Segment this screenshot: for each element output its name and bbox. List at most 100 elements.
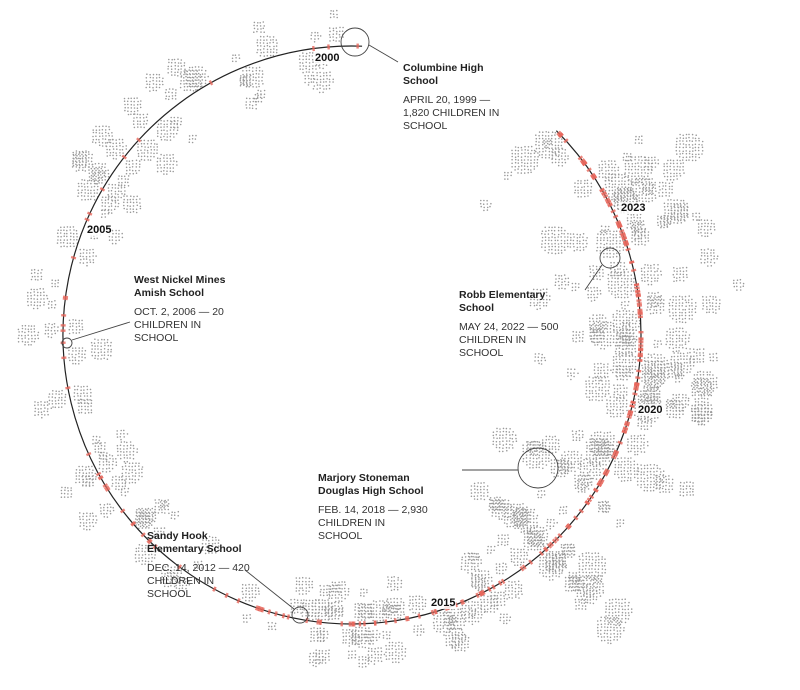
dot-cluster: [134, 507, 157, 530]
red-mark: [619, 231, 626, 236]
red-mark: [598, 479, 604, 485]
dot-cluster: [369, 600, 391, 622]
red-mark: [615, 220, 621, 225]
annotation: Sandy Hook Elementary School DEC. 14, 20…: [147, 530, 257, 601]
dot-cluster: [471, 570, 493, 592]
red-mark: [551, 538, 558, 544]
dot-cluster: [582, 583, 598, 599]
dot-cluster: [510, 547, 529, 567]
dot-cluster: [358, 603, 373, 619]
dot-cluster: [324, 601, 344, 620]
red-mark: [591, 174, 597, 180]
highlight-sandy-hook: [291, 606, 309, 624]
red-mark: [257, 606, 262, 612]
red-mark: [384, 619, 388, 625]
annotation: Marjory Stoneman Douglas High School FEB…: [318, 472, 428, 543]
dot-cluster: [159, 500, 168, 509]
dot-cluster: [342, 628, 361, 647]
dot-cluster: [643, 368, 665, 391]
red-mark: [589, 172, 596, 178]
dot-cluster: [73, 385, 92, 404]
red-mark: [632, 392, 638, 396]
dot-cluster: [385, 641, 407, 664]
dot-cluster: [541, 226, 569, 255]
dot-cluster: [256, 35, 278, 57]
dot-cluster: [88, 162, 110, 185]
red-mark: [599, 187, 605, 193]
dot-cluster: [253, 93, 263, 103]
dot-cluster: [504, 171, 513, 180]
dot-cluster: [560, 450, 583, 473]
dot-cluster: [360, 588, 368, 597]
highlight-nickel-mines: [61, 337, 73, 349]
dot-cluster: [640, 263, 663, 286]
dot-cluster: [347, 650, 357, 659]
connector: [244, 569, 295, 610]
dot-cluster: [642, 183, 654, 195]
red-mark: [274, 611, 278, 617]
dot-cluster: [408, 595, 427, 614]
red-mark: [563, 138, 569, 144]
red-mark: [86, 211, 93, 216]
dot-cluster: [732, 278, 745, 291]
dot-cluster: [354, 602, 373, 622]
dot-cluster: [568, 571, 581, 583]
dot-cluster: [607, 270, 636, 299]
school-name: Marjory Stoneman Douglas High School: [318, 472, 424, 497]
red-mark: [633, 283, 640, 287]
red-mark: [599, 477, 605, 483]
school-name: Sandy Hook Elementary School: [147, 530, 242, 555]
dot-cluster: [550, 458, 569, 478]
dot-cluster: [156, 119, 179, 141]
red-mark: [212, 586, 217, 592]
dot-cluster: [492, 427, 518, 453]
dot-cluster: [702, 295, 721, 314]
dot-cluster: [108, 229, 124, 245]
dot-cluster: [17, 324, 40, 346]
dot-cluster: [121, 462, 144, 484]
red-mark: [621, 430, 627, 435]
red-mark: [623, 240, 629, 245]
dot-cluster: [576, 479, 589, 491]
dot-cluster: [679, 481, 694, 497]
dot-cluster: [663, 159, 685, 181]
dot-cluster: [328, 581, 350, 603]
dot-cluster: [689, 348, 705, 363]
red-mark: [615, 221, 622, 226]
year-label: 2015: [430, 597, 457, 609]
dot-cluster: [231, 54, 241, 63]
dot-cluster: [328, 26, 344, 42]
dot-cluster: [68, 319, 84, 335]
dot-cluster: [599, 501, 611, 513]
red-mark: [546, 543, 553, 549]
timeline-arc: [62, 45, 642, 625]
connector: [368, 44, 399, 63]
red-mark: [634, 286, 640, 290]
dot-cluster: [450, 633, 470, 652]
dot-cluster: [170, 116, 183, 129]
dot-cluster: [461, 601, 486, 626]
dot-cluster: [98, 454, 118, 473]
dot-cluster: [107, 183, 126, 202]
dot-cluster: [659, 216, 672, 229]
red-mark: [588, 494, 595, 500]
dot-cluster: [365, 629, 381, 645]
red-mark: [558, 132, 564, 138]
dot-cluster: [443, 608, 466, 630]
dot-cluster: [164, 88, 177, 101]
red-mark: [286, 614, 291, 620]
year-label: 2020: [637, 404, 664, 416]
red-mark: [97, 475, 104, 480]
dot-cluster: [499, 613, 512, 625]
red-mark: [565, 523, 572, 529]
school-name: West Nickel Mines Amish School: [134, 274, 226, 299]
dot-cluster: [646, 296, 665, 315]
dot-cluster: [569, 576, 584, 592]
dot-cluster: [614, 334, 637, 357]
red-mark: [635, 290, 641, 294]
dot-cluster: [692, 212, 701, 221]
red-mark: [65, 386, 71, 390]
dot-cluster: [653, 339, 663, 349]
dot-cluster: [511, 507, 530, 526]
dot-cluster: [621, 335, 631, 344]
